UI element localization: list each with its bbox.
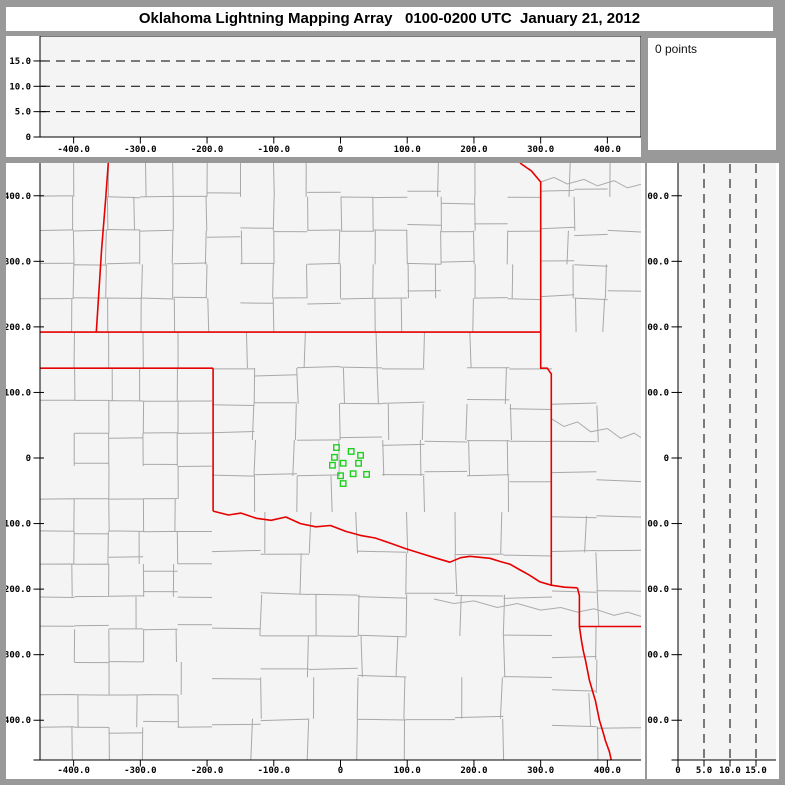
svg-text:400.0: 400.0	[594, 145, 621, 155]
svg-text:400.0: 400.0	[6, 192, 31, 202]
svg-text:0: 0	[675, 766, 680, 776]
svg-text:-100.0: -100.0	[647, 520, 669, 530]
svg-text:200.0: 200.0	[647, 323, 669, 333]
svg-text:100.0: 100.0	[647, 388, 669, 398]
svg-text:0: 0	[338, 766, 343, 776]
svg-text:10.0: 10.0	[719, 766, 741, 776]
svg-text:100.0: 100.0	[6, 388, 31, 398]
svg-text:0: 0	[338, 145, 343, 155]
svg-text:-400.0: -400.0	[647, 716, 669, 726]
svg-text:-400.0: -400.0	[57, 766, 90, 776]
svg-text:-300.0: -300.0	[647, 651, 669, 661]
svg-text:15.0: 15.0	[9, 57, 31, 67]
svg-text:-200.0: -200.0	[6, 585, 31, 595]
svg-text:-400.0: -400.0	[6, 716, 31, 726]
points-counter-box: 0 points	[648, 38, 776, 150]
svg-text:-200.0: -200.0	[647, 585, 669, 595]
svg-text:200.0: 200.0	[6, 323, 31, 333]
svg-text:15.0: 15.0	[745, 766, 767, 776]
svg-text:-100.0: -100.0	[6, 520, 31, 530]
svg-text:400.0: 400.0	[594, 766, 621, 776]
plan-view-map-plot: 400.0 300.0 200.0 100.0 0 -100.0 -200.0 -300.0 -…	[6, 163, 641, 776]
page-title: Oklahoma Lightning Mapping Array 0100-02…	[6, 7, 773, 31]
svg-text:-300.0: -300.0	[124, 145, 157, 155]
svg-text:5.0: 5.0	[15, 108, 31, 118]
svg-text:-300.0: -300.0	[6, 651, 31, 661]
svg-text:-300.0: -300.0	[124, 766, 157, 776]
svg-text:0: 0	[26, 454, 31, 464]
svg-text:0: 0	[26, 133, 31, 143]
svg-text:-200.0: -200.0	[191, 145, 224, 155]
svg-text:400.0: 400.0	[647, 192, 669, 202]
altitude-ns-plot: 400.0 300.0 200.0 100.0 0 -100.0 -200.0 -300.0 -…	[647, 163, 776, 776]
svg-text:-100.0: -100.0	[258, 145, 291, 155]
points-count-label: 0 points	[655, 42, 698, 56]
svg-text:200.0: 200.0	[460, 145, 487, 155]
svg-text:0: 0	[664, 454, 669, 464]
svg-text:100.0: 100.0	[394, 766, 421, 776]
svg-text:300.0: 300.0	[647, 257, 669, 267]
altitude-ew-plot: 15.0 10.0 5.0 0 -400.0 -300.0 -200.0 -100.0 0 100…	[9, 36, 641, 155]
svg-text:-100.0: -100.0	[258, 766, 291, 776]
svg-text:300.0: 300.0	[527, 145, 554, 155]
svg-text:200.0: 200.0	[460, 766, 487, 776]
svg-text:100.0: 100.0	[394, 145, 421, 155]
svg-text:5.0: 5.0	[696, 766, 712, 776]
svg-text:-200.0: -200.0	[191, 766, 224, 776]
svg-text:-400.0: -400.0	[57, 145, 90, 155]
svg-text:10.0: 10.0	[9, 82, 31, 92]
svg-text:300.0: 300.0	[6, 257, 31, 267]
svg-text:300.0: 300.0	[527, 766, 554, 776]
